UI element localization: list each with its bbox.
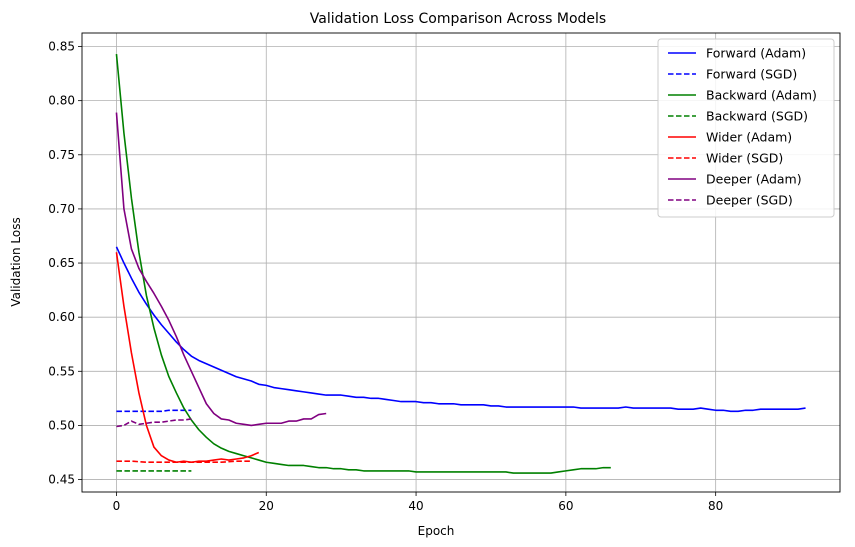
x-axis: 0 20 40 60 80	[113, 492, 723, 513]
series-line-forward-adam	[115, 246, 806, 413]
y-tick-label: 0.55	[48, 364, 75, 378]
y-tick-label: 0.65	[48, 256, 75, 270]
y-tick-label: 0.50	[48, 418, 75, 432]
x-tick-label: 80	[708, 499, 723, 513]
y-axis-label: Validation Loss	[9, 217, 23, 306]
series-line-wider-adam	[115, 252, 260, 464]
y-axis: 0.45 0.50 0.55 0.60 0.65 0.70 0.75 0.80 0.85	[48, 40, 82, 487]
y-tick-label: 0.60	[48, 310, 75, 324]
y-tick-label: 0.70	[48, 202, 75, 216]
y-tick-label: 0.75	[48, 148, 75, 162]
series-line-backward-adam	[115, 54, 611, 474]
legend-label-backward-sgd: Backward (SGD)	[706, 109, 808, 124]
legend-label-deeper-sgd: Deeper (SGD)	[706, 193, 793, 208]
legend-label-wider-sgd: Wider (SGD)	[706, 151, 783, 166]
series-line-wider-sgd	[116, 460, 252, 464]
x-tick-label: 20	[259, 499, 274, 513]
series-line-deeper-adam	[115, 112, 327, 427]
x-tick-label: 0	[113, 499, 121, 513]
legend-label-forward-adam: Forward (Adam)	[706, 46, 806, 61]
series-line-deeper-sgd	[116, 418, 192, 428]
legend-box	[657, 38, 835, 218]
series-layer	[115, 54, 806, 474]
x-axis-label: Epoch	[418, 524, 455, 538]
x-tick-label: 60	[558, 499, 573, 513]
chart-title: Validation Loss Comparison Across Models	[310, 11, 606, 27]
x-tick-label: 40	[408, 499, 423, 513]
y-tick-label: 0.85	[48, 40, 75, 54]
legend-label-backward-adam: Backward (Adam)	[706, 88, 817, 103]
series-line-forward-sgd	[116, 409, 192, 413]
y-tick-label: 0.80	[48, 94, 75, 108]
y-tick-label: 0.45	[48, 473, 75, 487]
legend: Forward (Adam) Forward (SGD) Backward (Ada…	[657, 38, 835, 218]
legend-label-forward-sgd: Forward (SGD)	[706, 67, 797, 82]
legend-label-deeper-adam: Deeper (Adam)	[706, 172, 802, 187]
plot-frame	[81, 32, 841, 493]
legend-label-wider-adam: Wider (Adam)	[706, 130, 792, 145]
